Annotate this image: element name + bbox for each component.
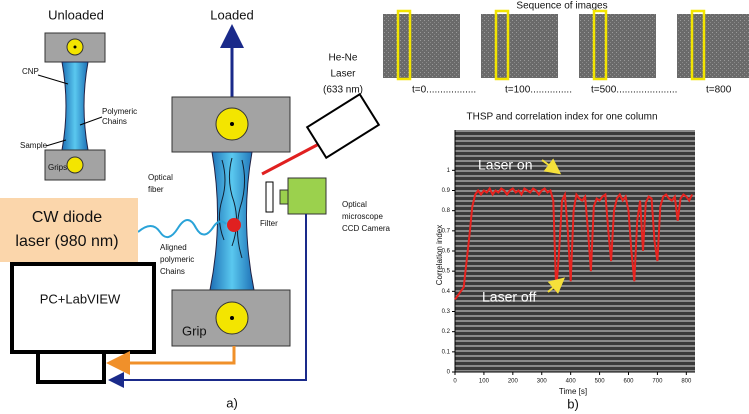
y-tick-label: 0.4: [442, 289, 451, 295]
label: Chains: [102, 117, 127, 126]
label: Aligned: [160, 243, 187, 252]
label: polymeric: [160, 255, 194, 264]
label: microscope: [342, 212, 383, 221]
x-tick-label: 600: [623, 379, 634, 385]
label: fiber: [148, 185, 164, 194]
label: Loaded: [210, 7, 253, 22]
x-tick-label: 400: [566, 379, 577, 385]
y-tick-label: 0.9: [442, 188, 451, 194]
filter: [266, 182, 273, 212]
label: Sample: [20, 141, 48, 150]
y-tick-label: 0.7: [442, 228, 451, 234]
label: (633 nm): [323, 85, 363, 96]
label: Filter: [260, 219, 278, 228]
label: Grips: [48, 163, 67, 172]
label: CW diode: [32, 209, 102, 226]
camera: [288, 178, 326, 214]
image: [481, 14, 558, 78]
y-tick-label: 0: [447, 370, 451, 376]
x-tick-label: 500: [595, 379, 606, 385]
label: Optical: [342, 200, 367, 209]
label: Chains: [160, 267, 185, 276]
camera: [280, 190, 288, 204]
label: t=100...............: [505, 85, 572, 96]
image: [383, 14, 460, 78]
pc-base: [38, 352, 104, 382]
label: Unloaded: [48, 7, 104, 22]
grip-pin: [67, 157, 83, 173]
label: PC+LabVIEW: [40, 291, 121, 306]
grip-pin: [230, 316, 234, 320]
grip-pin: [74, 46, 77, 49]
y-tick-label: 0.5: [442, 269, 451, 275]
y-tick-label: 0.8: [442, 208, 451, 214]
label: Polymeric: [102, 107, 137, 116]
label: Laser: [330, 69, 356, 80]
label: CNP: [22, 67, 39, 76]
image: [677, 14, 749, 78]
label: Optical: [148, 173, 173, 182]
image: [579, 14, 656, 78]
label: t=0..................: [412, 85, 476, 96]
chart-title: THSP and correlation index for one colum…: [466, 112, 657, 123]
grip-pin: [230, 122, 234, 126]
label: a): [226, 395, 238, 410]
pointer: [38, 75, 68, 84]
figure: Unloaded CNP Polymeric Chains Sample Gri…: [0, 0, 749, 414]
fiber: [138, 220, 226, 237]
diode-box: [0, 198, 138, 262]
label: He-Ne: [329, 53, 358, 64]
x-tick-label: 0: [453, 379, 457, 385]
y-tick-label: 1: [447, 168, 451, 174]
specimen: [62, 62, 88, 150]
laser-spot: [227, 218, 241, 232]
x-axis-label: Time [s]: [559, 387, 587, 396]
annotation: Laser on: [478, 157, 532, 173]
y-tick-label: 0.1: [442, 349, 451, 355]
label: Grip: [182, 323, 207, 338]
label: t=800: [706, 85, 732, 96]
x-tick-label: 800: [681, 379, 692, 385]
label: CCD Camera: [342, 224, 391, 233]
x-tick-label: 700: [652, 379, 663, 385]
pc: [12, 264, 154, 352]
y-tick-label: 0.6: [442, 249, 451, 255]
x-tick-label: 100: [479, 379, 490, 385]
label: t=500......................: [591, 85, 677, 96]
annotation: Laser off: [482, 289, 536, 305]
x-tick-label: 300: [537, 379, 548, 385]
y-tick-label: 0.3: [442, 309, 451, 315]
label: b): [567, 396, 579, 411]
label: laser (980 nm): [15, 233, 118, 250]
x-tick-label: 200: [508, 379, 519, 385]
laser: [307, 94, 379, 157]
y-tick-label: 0.2: [442, 329, 451, 335]
